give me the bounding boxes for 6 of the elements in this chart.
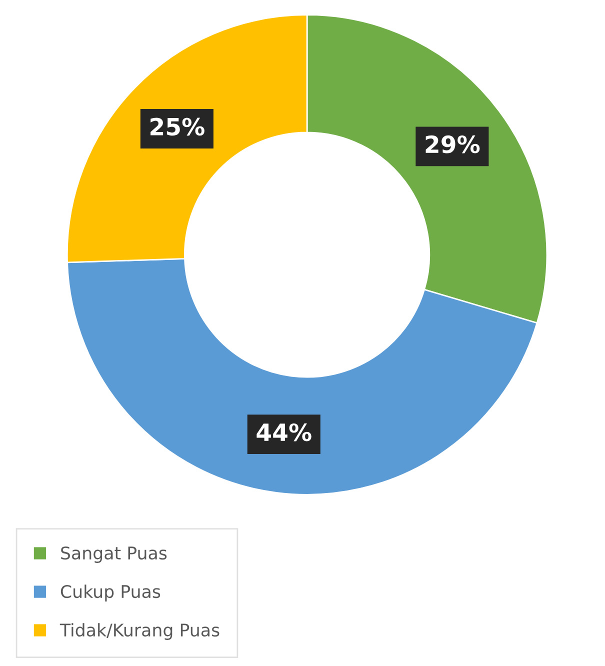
legend-label: Sangat Puas [61, 546, 167, 563]
legend-label: Cukup Puas [60, 584, 160, 602]
data-label: 29% [426, 135, 480, 154]
data-label: 25% [150, 118, 204, 136]
legend-label: Tidak/Kurang Puas [60, 623, 220, 640]
data-label: 44% [256, 423, 312, 442]
